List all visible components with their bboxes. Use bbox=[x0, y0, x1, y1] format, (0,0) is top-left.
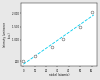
Point bbox=[23, 60, 24, 62]
X-axis label: nickel (atomic): nickel (atomic) bbox=[49, 73, 69, 77]
Point bbox=[79, 26, 81, 27]
Point bbox=[34, 56, 36, 57]
Point bbox=[51, 46, 53, 48]
Y-axis label: Intensity luminance
(a.u.): Intensity luminance (a.u.) bbox=[3, 22, 11, 47]
Point bbox=[62, 38, 64, 39]
Point bbox=[91, 11, 92, 13]
